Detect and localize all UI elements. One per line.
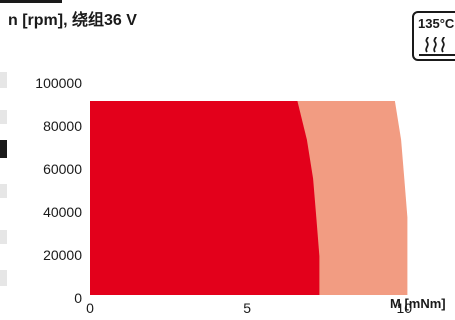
badge-temperature-label: 135°C	[418, 16, 455, 31]
y-tick-label: 60000	[43, 161, 82, 177]
x-tick-label: 5	[243, 300, 251, 316]
sterilization-badge: 135°C	[412, 11, 455, 61]
y-tick-label: 0	[74, 290, 82, 306]
chart-title: n [rpm], 绕组36 V	[8, 12, 137, 29]
page-edge-mark	[0, 230, 7, 244]
x-tick-label: 0	[86, 300, 94, 316]
x-axis-title: M [mNm]	[390, 296, 446, 311]
badge-tray-line	[419, 54, 455, 59]
page-edge-mark	[0, 140, 7, 158]
page-edge-mark	[0, 270, 7, 286]
x-tick-label: 10	[396, 300, 412, 316]
y-tick-label: 40000	[43, 204, 82, 220]
y-tick-label: 80000	[43, 118, 82, 134]
page-edge-mark	[0, 184, 7, 198]
y-tick-label: 20000	[43, 247, 82, 263]
page-edge-mark	[0, 110, 7, 124]
y-tick-label: 100000	[35, 75, 82, 91]
cropped-heading-fragment	[0, 0, 62, 3]
page-edge-mark	[0, 72, 7, 88]
continuous-operation-area	[90, 101, 320, 295]
autoclave-heat-icon	[425, 37, 445, 53]
